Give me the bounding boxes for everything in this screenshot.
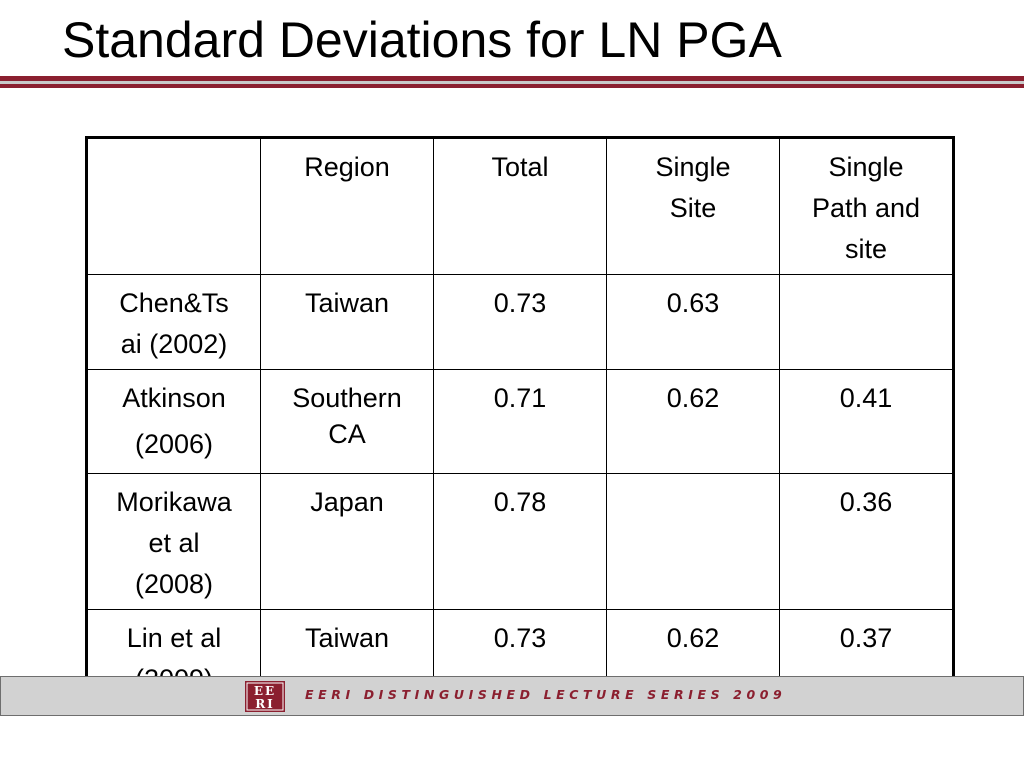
- single-path-site-cell: 0.36: [779, 473, 954, 610]
- header-cell-region: Region: [260, 137, 434, 275]
- study-cell: Chen&Ts ai (2002): [86, 274, 261, 370]
- region-cell: Taiwan: [260, 274, 434, 370]
- footer-band: [0, 676, 1024, 716]
- header-cell-total: Total: [433, 137, 607, 275]
- eeri-logo: EE RI: [245, 681, 285, 712]
- header-cell-single-path-and-site: Single Path and site: [779, 137, 954, 275]
- header-cell-single-site: Single Site: [606, 137, 780, 275]
- table-header-row: Region Total Single Site Single Path and…: [86, 137, 954, 275]
- single-site-cell: [606, 473, 780, 610]
- header-cell-blank: [86, 137, 261, 275]
- svg-text:RI: RI: [255, 697, 275, 711]
- study-cell: Atkinson (2006): [86, 369, 261, 474]
- table-row: Morikawa et al (2008) Japan 0.78 0.36: [86, 473, 954, 610]
- slide-title: Standard Deviations for LN PGA: [62, 12, 782, 68]
- total-cell: 0.73: [433, 274, 607, 370]
- std-dev-table: Region Total Single Site Single Path and…: [85, 136, 955, 707]
- table-row: Chen&Ts ai (2002) Taiwan 0.73 0.63: [86, 274, 954, 370]
- region-cell: Japan: [260, 473, 434, 610]
- total-cell: 0.78: [433, 473, 607, 610]
- table-row: Atkinson (2006) Southern CA 0.71 0.62 0.…: [86, 369, 954, 474]
- region-cell: Southern CA: [260, 369, 434, 474]
- single-site-cell: 0.62: [606, 369, 780, 474]
- svg-text:EE: EE: [254, 684, 276, 698]
- footer-lecture-series: EERI DISTINGUISHED LECTURE SERIES 2009: [305, 687, 787, 702]
- study-cell: Morikawa et al (2008): [86, 473, 261, 610]
- total-cell: 0.71: [433, 369, 607, 474]
- single-path-site-cell: 0.41: [779, 369, 954, 474]
- single-path-site-cell: [779, 274, 954, 370]
- single-site-cell: 0.63: [606, 274, 780, 370]
- title-divider: [0, 76, 1024, 89]
